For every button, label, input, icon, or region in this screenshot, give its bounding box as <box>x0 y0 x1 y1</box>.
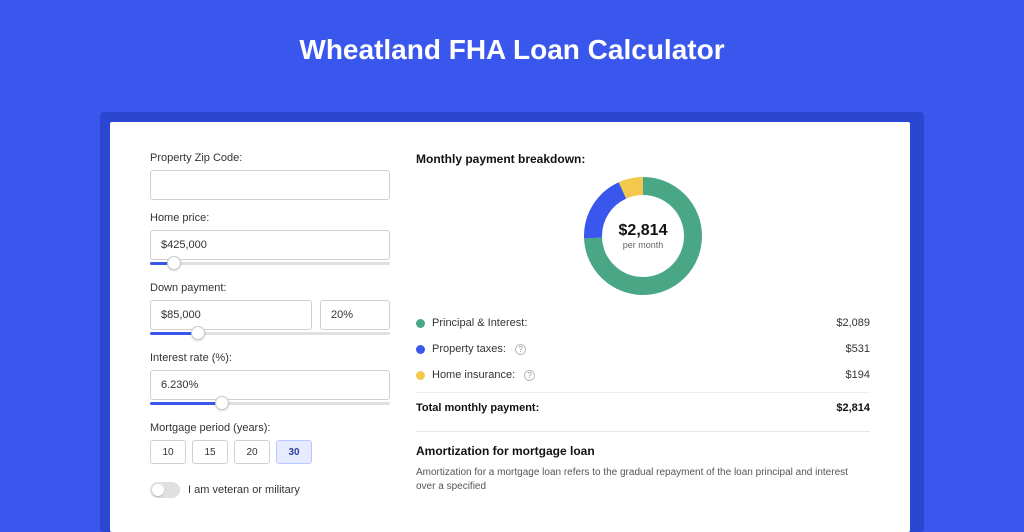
zip-input[interactable] <box>150 170 390 200</box>
period-option-15[interactable]: 15 <box>192 440 228 464</box>
veteran-label: I am veteran or military <box>188 484 300 496</box>
legend-dot <box>416 319 425 328</box>
period-option-20[interactable]: 20 <box>234 440 270 464</box>
legend-label: Home insurance: <box>432 369 515 381</box>
down-payment-pct-input[interactable] <box>320 300 390 330</box>
amortization-title: Amortization for mortgage loan <box>416 444 870 458</box>
breakdown-column: Monthly payment breakdown: $2,814 per mo… <box>416 152 870 502</box>
divider <box>416 431 870 432</box>
donut-center-value: $2,814 <box>619 222 668 240</box>
legend-value: $2,089 <box>836 317 870 329</box>
toggle-knob <box>152 484 164 496</box>
info-icon[interactable]: ? <box>524 370 535 381</box>
legend-value: $531 <box>846 343 870 355</box>
legend-row: Home insurance:? $194 <box>416 362 870 388</box>
slider-thumb[interactable] <box>191 326 205 340</box>
page-title: Wheatland FHA Loan Calculator <box>0 0 1024 90</box>
interest-rate-slider[interactable] <box>150 398 390 410</box>
legend-label: Property taxes: <box>432 343 506 355</box>
total-value: $2,814 <box>836 402 870 414</box>
down-payment-slider[interactable] <box>150 328 390 340</box>
total-row: Total monthly payment: $2,814 <box>416 392 870 423</box>
calculator-card: Property Zip Code: Home price: Down paym… <box>110 122 910 532</box>
down-payment-input[interactable] <box>150 300 312 330</box>
donut-center-sub: per month <box>623 240 664 250</box>
amortization-text: Amortization for a mortgage loan refers … <box>416 466 870 494</box>
legend-dot <box>416 345 425 354</box>
legend: Principal & Interest: $2,089 Property taxe… <box>416 310 870 388</box>
legend-label: Principal & Interest: <box>432 317 527 329</box>
payment-donut-chart: $2,814 per month <box>583 176 703 296</box>
legend-value: $194 <box>846 369 870 381</box>
total-label: Total monthly payment: <box>416 402 539 414</box>
interest-rate-label: Interest rate (%): <box>150 352 390 364</box>
legend-row: Property taxes:? $531 <box>416 336 870 362</box>
home-price-slider[interactable] <box>150 258 390 270</box>
mortgage-period-label: Mortgage period (years): <box>150 422 390 434</box>
mortgage-period-group: 10152030 <box>150 440 390 464</box>
home-price-label: Home price: <box>150 212 390 224</box>
form-column: Property Zip Code: Home price: Down paym… <box>150 152 390 502</box>
period-option-30[interactable]: 30 <box>276 440 312 464</box>
period-option-10[interactable]: 10 <box>150 440 186 464</box>
zip-label: Property Zip Code: <box>150 152 390 164</box>
legend-row: Principal & Interest: $2,089 <box>416 310 870 336</box>
legend-dot <box>416 371 425 380</box>
slider-thumb[interactable] <box>167 256 181 270</box>
home-price-input[interactable] <box>150 230 390 260</box>
veteran-toggle[interactable] <box>150 482 180 498</box>
interest-rate-input[interactable] <box>150 370 390 400</box>
info-icon[interactable]: ? <box>515 344 526 355</box>
breakdown-title: Monthly payment breakdown: <box>416 152 870 166</box>
slider-thumb[interactable] <box>215 396 229 410</box>
down-payment-label: Down payment: <box>150 282 390 294</box>
